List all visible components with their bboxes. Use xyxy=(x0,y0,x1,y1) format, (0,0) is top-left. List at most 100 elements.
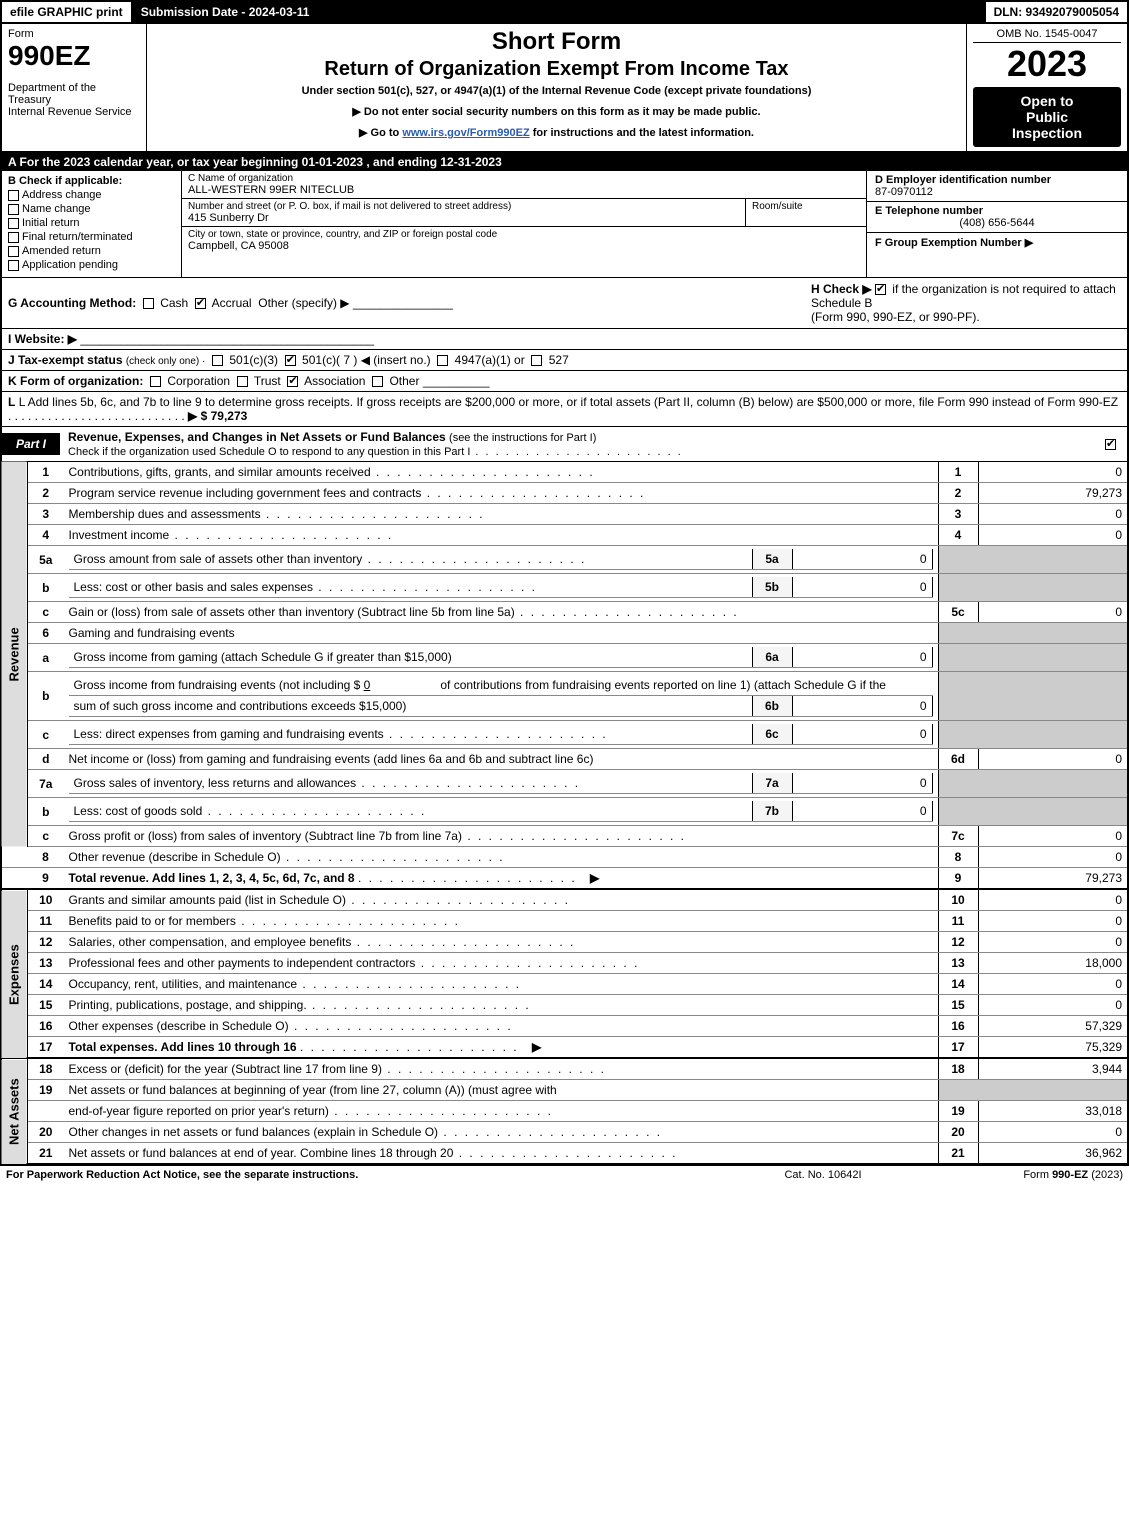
line-15-box: 15 xyxy=(938,995,978,1016)
check-other-org[interactable] xyxy=(372,376,383,387)
line-7b-num: b xyxy=(28,798,64,826)
line-6b-desc1: Gross income from fundraising events (no… xyxy=(69,675,933,696)
line-6-num: 6 xyxy=(28,623,64,644)
check-trust[interactable] xyxy=(237,376,248,387)
column-d: D Employer identification number 87-0970… xyxy=(867,171,1127,277)
line-7b-subval: 0 xyxy=(792,801,932,822)
check-501c[interactable] xyxy=(285,355,296,366)
part1-tab: Part I xyxy=(2,433,60,455)
check-cash[interactable] xyxy=(143,298,154,309)
check-association[interactable] xyxy=(287,376,298,387)
room-cell: Room/suite xyxy=(746,199,866,226)
section-a-tax-year: A For the 2023 calendar year, or tax yea… xyxy=(0,153,1129,171)
line-5c-desc: Gain or (loss) from sale of assets other… xyxy=(64,602,939,623)
line-21-num: 21 xyxy=(28,1143,64,1165)
line-1-val: 0 xyxy=(978,462,1128,483)
line-19b-desc: end-of-year figure reported on prior yea… xyxy=(64,1101,939,1122)
line-3-num: 3 xyxy=(28,504,64,525)
expenses-side-label: Expenses xyxy=(1,890,28,1058)
cash-label: Cash xyxy=(160,296,188,310)
check-accrual[interactable] xyxy=(195,298,206,309)
line-8-desc: Other revenue (describe in Schedule O) xyxy=(64,847,939,868)
inspect-line1: Open to xyxy=(977,93,1117,109)
line-18-desc: Excess or (deficit) for the year (Subtra… xyxy=(64,1059,939,1080)
city-state-zip: Campbell, CA 95008 xyxy=(188,240,860,252)
line-2-val: 79,273 xyxy=(978,483,1128,504)
line-20-box: 20 xyxy=(938,1122,978,1143)
line-14-num: 14 xyxy=(28,974,64,995)
line-15-val: 0 xyxy=(978,995,1128,1016)
accrual-label: Accrual xyxy=(212,296,252,310)
line-7b-subbox: 7b xyxy=(752,801,792,822)
line-11-desc: Benefits paid to or for members xyxy=(64,911,939,932)
line-5a-shade xyxy=(938,546,1128,574)
line-10-desc: Grants and similar amounts paid (list in… xyxy=(64,890,939,911)
line-6d-box: 6d xyxy=(938,749,978,770)
note-goto-post: for instructions and the latest informat… xyxy=(530,127,754,139)
line-11-val: 0 xyxy=(978,911,1128,932)
line-20-val: 0 xyxy=(978,1122,1128,1143)
line-6b-subval: 0 xyxy=(792,696,932,717)
check-initial-return[interactable]: Initial return xyxy=(8,217,175,229)
j-sub: (check only one) · xyxy=(126,356,205,367)
row-j-tax-exempt: J Tax-exempt status (check only one) · 5… xyxy=(0,350,1129,371)
title-short-form: Short Form xyxy=(157,28,956,56)
line-12-val: 0 xyxy=(978,932,1128,953)
line-6d-val: 0 xyxy=(978,749,1128,770)
open-to-public-inspection: Open to Public Inspection xyxy=(973,87,1121,147)
check-501c3[interactable] xyxy=(212,355,223,366)
line-15-desc: Printing, publications, postage, and shi… xyxy=(64,995,939,1016)
part1-schedule-o-check[interactable] xyxy=(1097,437,1127,451)
line-2-box: 2 xyxy=(938,483,978,504)
line-7b-desc: Less: cost of goods sold xyxy=(69,801,753,822)
line-1-desc: Contributions, gifts, grants, and simila… xyxy=(64,462,939,483)
check-corporation[interactable] xyxy=(150,376,161,387)
line-17-arrow: ▶ xyxy=(532,1040,541,1054)
line-7a-shade xyxy=(938,770,1128,798)
check-application-pending[interactable]: Application pending xyxy=(8,259,175,271)
section-h: H Check ▶ if the organization is not req… xyxy=(801,282,1121,324)
line-5b-desc: Less: cost or other basis and sales expe… xyxy=(69,577,753,598)
check-final-return[interactable]: Final return/terminated xyxy=(8,231,175,243)
line-18-val: 3,944 xyxy=(978,1059,1128,1080)
line-1-box: 1 xyxy=(938,462,978,483)
inspect-line2: Public xyxy=(977,109,1117,125)
check-527[interactable] xyxy=(531,355,542,366)
form-header: Form 990EZ Department of the Treasury In… xyxy=(0,24,1129,153)
line-20-num: 20 xyxy=(28,1122,64,1143)
line-6b-amount: 0 xyxy=(364,678,371,692)
line-13-desc: Professional fees and other payments to … xyxy=(64,953,939,974)
check-address-change[interactable]: Address change xyxy=(8,189,175,201)
501c-label: 501(c)( 7 ) ◀ (insert no.) xyxy=(302,353,431,367)
note-ssn: ▶ Do not enter social security numbers o… xyxy=(157,105,956,118)
dln: DLN: 93492079005054 xyxy=(986,2,1127,22)
tax-year: 2023 xyxy=(973,43,1121,85)
line-6-desc: Gaming and fundraising events xyxy=(64,623,939,644)
line-2-desc: Program service revenue including govern… xyxy=(64,483,939,504)
line-21-box: 21 xyxy=(938,1143,978,1165)
check-schedule-b-not-required[interactable] xyxy=(875,284,886,295)
line-5c-num: c xyxy=(28,602,64,623)
line-6b-num: b xyxy=(28,672,64,721)
check-amended-return[interactable]: Amended return xyxy=(8,245,175,257)
check-4947[interactable] xyxy=(437,355,448,366)
line-6a-shade xyxy=(938,644,1128,672)
line-3-desc: Membership dues and assessments xyxy=(64,504,939,525)
line-8-num: 8 xyxy=(28,847,64,868)
ein-value: 87-0970112 xyxy=(875,186,1119,198)
line-6b-row: Gross income from fundraising events (no… xyxy=(64,672,939,721)
line-8-box: 8 xyxy=(938,847,978,868)
line-21-val: 36,962 xyxy=(978,1143,1128,1165)
check-name-change[interactable]: Name change xyxy=(8,203,175,215)
line-10-val: 0 xyxy=(978,890,1128,911)
line-9-arrow: ▶ xyxy=(590,871,599,885)
efile-print[interactable]: efile GRAPHIC print xyxy=(2,2,133,22)
irs-link[interactable]: www.irs.gov/Form990EZ xyxy=(402,127,529,139)
line-10-box: 10 xyxy=(938,890,978,911)
501c3-label: 501(c)(3) xyxy=(229,353,278,367)
note-goto-pre: ▶ Go to xyxy=(359,127,402,139)
line-6a-subbox: 6a xyxy=(752,647,792,668)
irs-label: Internal Revenue Service xyxy=(8,106,140,118)
form-word: Form xyxy=(8,28,140,40)
line-6b-shade xyxy=(938,672,1128,721)
